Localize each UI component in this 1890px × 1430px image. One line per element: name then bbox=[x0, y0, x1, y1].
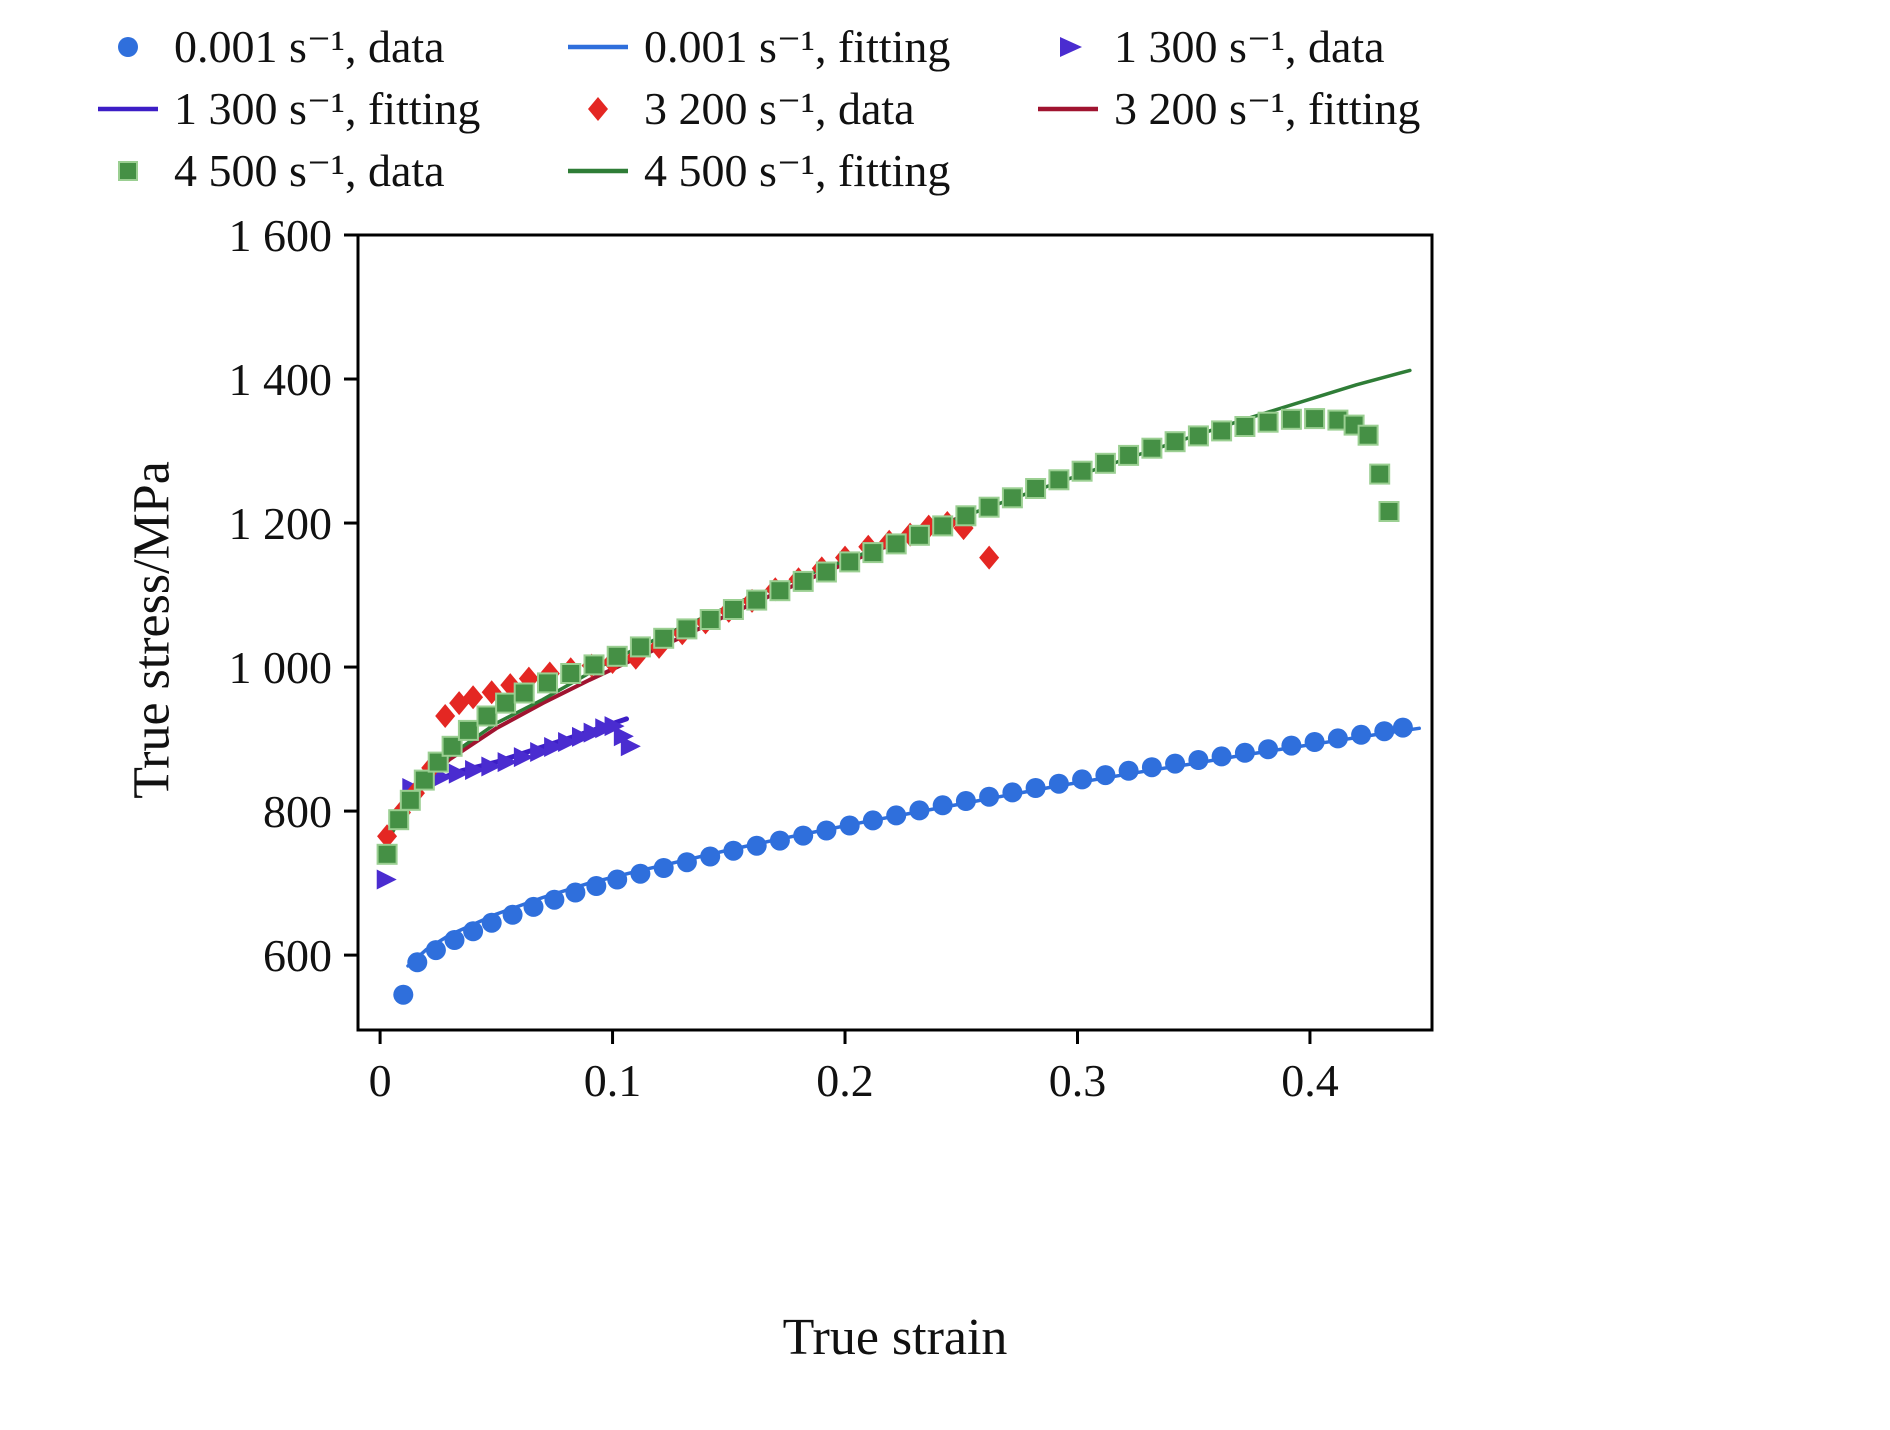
fit-line-0.001-fit bbox=[406, 726, 1421, 968]
series-4500-data bbox=[376, 408, 1400, 865]
legend-item-4500-data: 4 500 s⁻¹, data bbox=[88, 148, 558, 194]
series-0.001-data bbox=[393, 717, 1413, 1005]
diamond-marker-icon bbox=[558, 89, 638, 129]
legend-row: 1 300 s⁻¹, fitting 3 200 s⁻¹, data 3 200… bbox=[88, 78, 1498, 140]
legend-label: 1 300 s⁻¹, data bbox=[1114, 21, 1385, 72]
legend-item-1300-data: 1 300 s⁻¹, data bbox=[1028, 24, 1498, 70]
plot-border bbox=[356, 233, 1434, 1032]
x-tick-label: 0.3 bbox=[1049, 1055, 1107, 1106]
legend-item-0001-fitting: 0.001 s⁻¹, fitting bbox=[558, 24, 1028, 70]
y-axis-title: True stress/MPa bbox=[123, 461, 181, 799]
fit-line-4500-fit bbox=[387, 368, 1412, 841]
legend-row: 0.001 s⁻¹, data 0.001 s⁻¹, fitting 1 300… bbox=[88, 16, 1498, 78]
legend-item-4500-fitting: 4 500 s⁻¹, fitting bbox=[558, 148, 1028, 194]
legend: 0.001 s⁻¹, data 0.001 s⁻¹, fitting 1 300… bbox=[88, 16, 1498, 202]
x-tick-label: 0.2 bbox=[816, 1055, 874, 1106]
line-marker-icon bbox=[88, 89, 168, 129]
legend-label: 0.001 s⁻¹, fitting bbox=[644, 21, 951, 72]
series-3200-data bbox=[377, 511, 1000, 849]
x-tick-label: 0.4 bbox=[1281, 1055, 1339, 1106]
y-tick-label: 1 400 bbox=[229, 354, 333, 405]
series-1300-data bbox=[376, 716, 641, 890]
y-tick-label: 1 000 bbox=[229, 642, 333, 693]
y-tick-label: 1 200 bbox=[229, 498, 333, 549]
legend-label: 4 500 s⁻¹, data bbox=[174, 145, 445, 196]
x-tick-label: 0.1 bbox=[584, 1055, 642, 1106]
x-tick-label: 0 bbox=[369, 1055, 392, 1106]
triangle-marker-icon bbox=[1028, 27, 1108, 67]
line-marker-icon bbox=[558, 27, 638, 67]
legend-label: 3 200 s⁻¹, data bbox=[644, 83, 915, 134]
legend-item-1300-fitting: 1 300 s⁻¹, fitting bbox=[88, 86, 558, 132]
legend-label: 3 200 s⁻¹, fitting bbox=[1114, 83, 1421, 134]
legend-label: 0.001 s⁻¹, data bbox=[174, 21, 445, 72]
legend-item-3200-fitting: 3 200 s⁻¹, fitting bbox=[1028, 86, 1498, 132]
circle-marker-icon bbox=[88, 27, 168, 67]
legend-label: 1 300 s⁻¹, fitting bbox=[174, 83, 481, 134]
line-marker-icon bbox=[558, 151, 638, 191]
line-marker-icon bbox=[1028, 89, 1108, 129]
fit-line-3200-fit bbox=[387, 516, 959, 837]
x-axis-title: True strain bbox=[782, 1309, 1008, 1366]
y-tick-label: 800 bbox=[263, 786, 332, 837]
square-marker-icon bbox=[88, 151, 168, 191]
legend-item-3200-data: 3 200 s⁻¹, data bbox=[558, 86, 1028, 132]
y-tick-label: 600 bbox=[263, 930, 332, 981]
legend-row: 4 500 s⁻¹, data 4 500 s⁻¹, fitting bbox=[88, 140, 1498, 202]
y-tick-label: 1 600 bbox=[229, 210, 333, 261]
legend-item-0001-data: 0.001 s⁻¹, data bbox=[88, 24, 558, 70]
legend-label: 4 500 s⁻¹, fitting bbox=[644, 145, 951, 196]
